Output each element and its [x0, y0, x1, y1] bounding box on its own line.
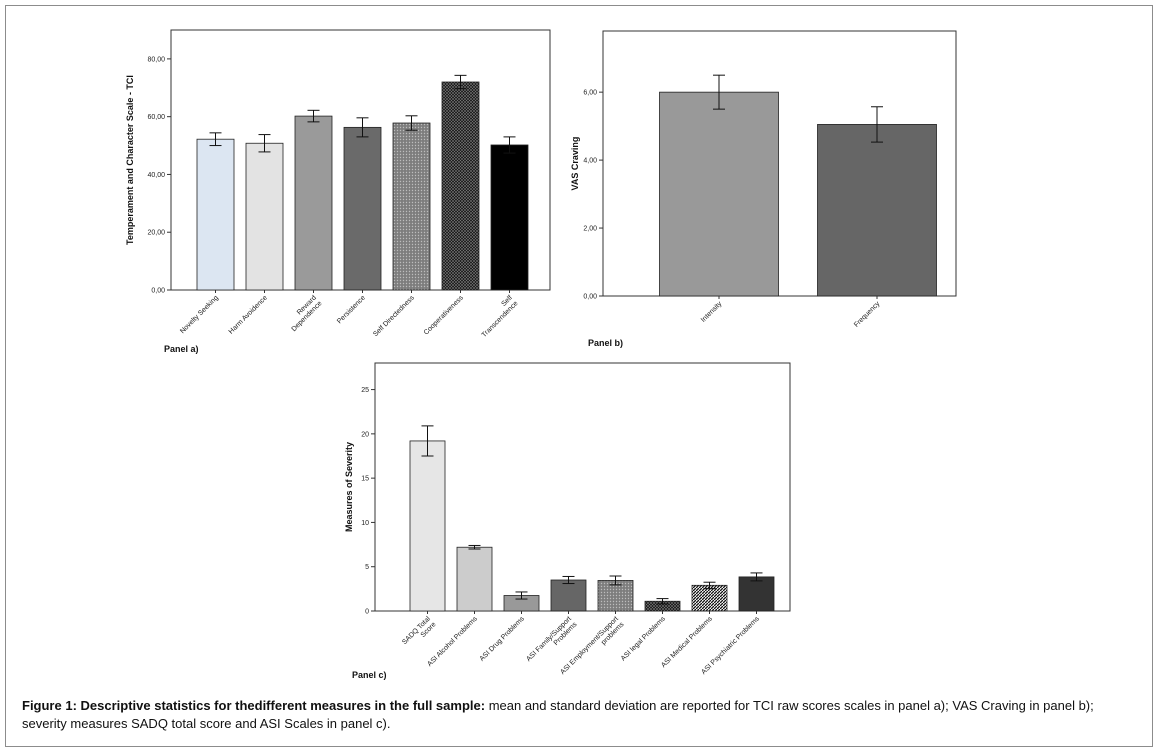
x-tick-label: SADQ TotalScore: [401, 615, 438, 652]
y-axis-label: VAS Craving: [570, 137, 580, 191]
x-tick-label: Novelty Seeking: [179, 294, 220, 335]
panel-label: Panel b): [588, 338, 623, 348]
error-bar: [468, 544, 481, 550]
x-tick-label: ASI Medical Problems: [660, 615, 714, 669]
y-axis-label: Temperament and Character Scale - TCI: [125, 75, 135, 245]
y-tick-label: 0: [365, 609, 369, 616]
x-tick-label: Self Directedness: [372, 294, 416, 338]
y-tick-label: 25: [361, 387, 369, 394]
error-bar: [562, 575, 575, 585]
chart-panel-3: 0 5 10 15 20 25 Measures of Severity SADQ Total…: [344, 362, 791, 680]
x-tick-label: Persistence: [336, 294, 367, 325]
panel-label: Panel c): [352, 670, 387, 680]
y-tick-label: 60,00: [147, 114, 165, 121]
error-bar: [750, 572, 763, 582]
bar: [196, 138, 235, 291]
bar: [738, 576, 775, 612]
error-bar: [503, 136, 516, 154]
y-tick-label: 20: [361, 431, 369, 438]
x-tick-label: Frequency: [853, 300, 882, 329]
error-bar: [656, 598, 669, 605]
x-tick-label: Intensity: [700, 300, 724, 324]
error-bar: [356, 117, 369, 138]
error-bar: [307, 109, 320, 123]
bar: [659, 91, 779, 297]
bar: [550, 579, 587, 612]
bar: [441, 81, 480, 291]
error-bar: [209, 132, 222, 147]
bar: [294, 115, 333, 291]
x-tick-label: SelfTranscendence: [475, 294, 520, 339]
y-tick-label: 15: [361, 476, 369, 483]
x-tick-label: Cooperativeness: [423, 294, 465, 336]
y-tick-label: 4,00: [583, 158, 597, 165]
y-tick-label: 5: [365, 564, 369, 571]
y-tick-label: 6,00: [583, 90, 597, 97]
error-bar: [703, 581, 716, 589]
bar: [245, 142, 284, 291]
bar: [343, 126, 382, 291]
y-tick-label: 80,00: [147, 56, 165, 63]
bar: [392, 122, 431, 291]
y-tick-label: 10: [361, 520, 369, 527]
error-bar: [609, 575, 622, 586]
x-tick-label: ASI Drug Problems: [479, 615, 527, 663]
bar: [456, 546, 493, 612]
error-bar: [454, 74, 467, 90]
y-axis-label: Measures of Severity: [344, 442, 354, 532]
panel-label: Panel a): [164, 344, 199, 354]
x-tick-label: Harm Avoidence: [228, 294, 269, 335]
bar: [691, 584, 728, 612]
x-tick-label: ASI legal Problems: [620, 615, 667, 662]
y-tick-label: 0,00: [151, 288, 165, 295]
bar: [817, 124, 937, 297]
y-tick-label: 2,00: [583, 226, 597, 233]
error-bar: [515, 591, 528, 600]
y-tick-label: 40,00: [147, 172, 165, 179]
y-tick-label: 20,00: [147, 230, 165, 237]
y-tick-label: 0,00: [583, 294, 597, 301]
caption-text: mean and standard deviation are reported…: [22, 698, 1094, 731]
error-bar: [258, 134, 271, 153]
x-tick-label: RewardDependence: [285, 294, 324, 333]
figure-caption: Figure 1: Descriptive statistics for the…: [22, 697, 1142, 733]
chart-panel-1: 0,00 20,00 40,00 60,00 80,00 Temperament and …: [125, 29, 551, 354]
bar: [490, 144, 529, 291]
error-bar: [871, 106, 883, 143]
error-bar: [713, 74, 725, 110]
caption-bold: Figure 1: Descriptive statistics for the…: [22, 698, 486, 713]
chart-panel-2: 0,00 2,00 4,00 6,00 VAS Craving Intensity Freq…: [570, 30, 957, 348]
error-bar: [405, 115, 418, 131]
bar: [409, 440, 446, 612]
error-bar: [421, 425, 434, 457]
